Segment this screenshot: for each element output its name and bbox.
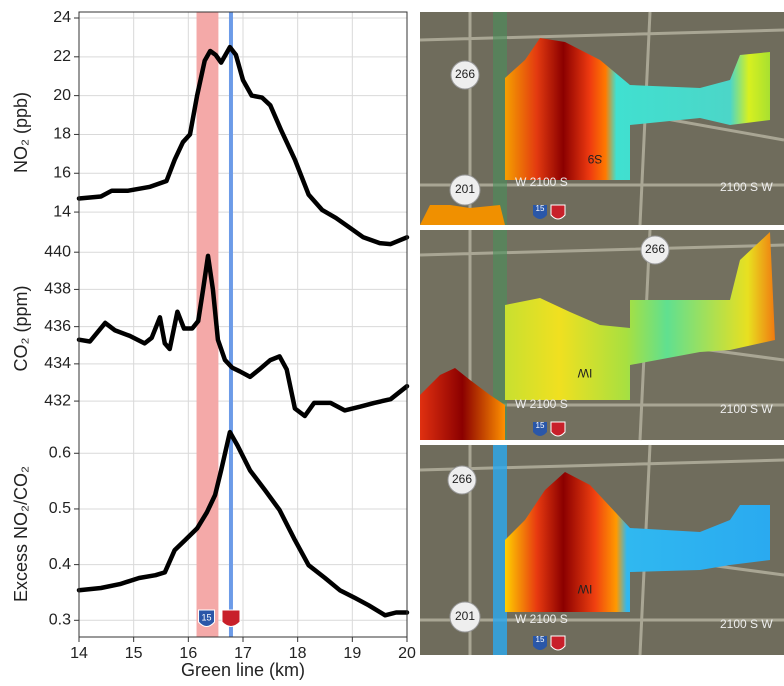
map-label: 201 xyxy=(455,609,475,623)
y-axis-label: CO₂ (ppm) xyxy=(11,286,31,372)
map-label: 266 xyxy=(452,472,472,486)
map-panel: 266 W 2100 S 2100 S W IW 15 xyxy=(419,229,784,441)
y-tick-label: 436 xyxy=(44,318,71,335)
plot: 14 16 18 20 22 24 NO₂ (ppb) 432 434 436 438 440 CO₂ … xyxy=(11,9,416,680)
x-axis-label: Green line (km) xyxy=(181,660,305,680)
shield-label: 15 xyxy=(536,421,545,430)
shield-icon xyxy=(550,635,566,651)
shield-icon xyxy=(533,422,547,436)
concentration-curtain xyxy=(420,368,505,440)
concentration-curtain xyxy=(505,472,770,612)
route-badge xyxy=(450,60,480,90)
road-label: 2100 S W xyxy=(720,180,773,194)
y-tick-label: 440 xyxy=(44,243,71,260)
concentration-curtain xyxy=(505,38,770,180)
map-label: IW xyxy=(577,582,592,596)
y-tick-label: 14 xyxy=(53,203,71,220)
map-label: 201 xyxy=(455,182,475,196)
y-tick-label: 0.5 xyxy=(49,500,71,517)
y-axis-label: NO₂ (ppb) xyxy=(11,92,31,173)
concentration-curtain xyxy=(505,232,775,400)
concentration-curtain xyxy=(420,205,505,225)
shield-icon xyxy=(550,204,566,220)
road-label: 2100 S W xyxy=(720,402,773,416)
road xyxy=(419,444,784,656)
trail xyxy=(493,230,507,440)
x-tick-label: 18 xyxy=(289,645,307,662)
x-tick-label: 20 xyxy=(398,645,416,662)
road-label: W 2100 S xyxy=(515,397,568,411)
y-tick-label: 432 xyxy=(44,392,71,409)
x-tick-label: 14 xyxy=(70,645,88,662)
y-tick-label: 18 xyxy=(53,126,71,143)
y-tick-label: 0.4 xyxy=(49,556,71,573)
road xyxy=(419,229,784,441)
y-tick-label: 22 xyxy=(53,48,71,65)
y-tick-label: 434 xyxy=(44,355,71,372)
data-line xyxy=(76,44,410,247)
shield-icon xyxy=(533,636,547,650)
map-label: 266 xyxy=(645,242,665,256)
road xyxy=(419,11,784,226)
x-tick-label: 15 xyxy=(125,645,143,662)
map-panel: 266 201 W 2100 S 2100 S W S9 15 xyxy=(419,11,784,226)
shield-icon xyxy=(550,421,566,437)
map-panel: 266 201 W 2100 S 2100 S W IW 15 xyxy=(419,444,784,656)
x-tick-label: 19 xyxy=(343,645,361,662)
x-tick-label: 17 xyxy=(234,645,252,662)
trail xyxy=(493,445,507,655)
data-line xyxy=(76,253,410,419)
map-label: IW xyxy=(577,366,592,380)
y-tick-label: 0.3 xyxy=(49,612,71,629)
y-tick-label: 24 xyxy=(53,9,71,26)
data-line xyxy=(76,429,410,618)
road-label: W 2100 S xyxy=(515,612,568,626)
shield-icon xyxy=(198,609,216,627)
route-badge xyxy=(449,601,481,633)
map-label: 266 xyxy=(455,67,475,81)
map-label: S9 xyxy=(587,152,602,166)
road-label: 2100 S W xyxy=(720,617,773,631)
y-axis-label: Excess NO₂/CO₂ xyxy=(11,466,31,602)
route-badge xyxy=(640,235,670,265)
y-tick-label: 20 xyxy=(53,87,71,104)
highlight-band xyxy=(196,12,219,637)
road-label: W 2100 S xyxy=(515,175,568,189)
shield-icon xyxy=(533,205,547,219)
trail xyxy=(493,12,507,225)
shield-icon xyxy=(221,609,241,627)
x-tick-label: 16 xyxy=(179,645,197,662)
y-tick-label: 16 xyxy=(53,164,71,181)
y-tick-label: 0.6 xyxy=(49,444,71,461)
shield-label: 15 xyxy=(202,612,212,622)
route-badge xyxy=(449,174,481,206)
y-tick-label: 438 xyxy=(44,281,71,298)
shield-label: 15 xyxy=(536,635,545,644)
shield-label: 15 xyxy=(536,204,545,213)
route-badge xyxy=(447,465,477,495)
